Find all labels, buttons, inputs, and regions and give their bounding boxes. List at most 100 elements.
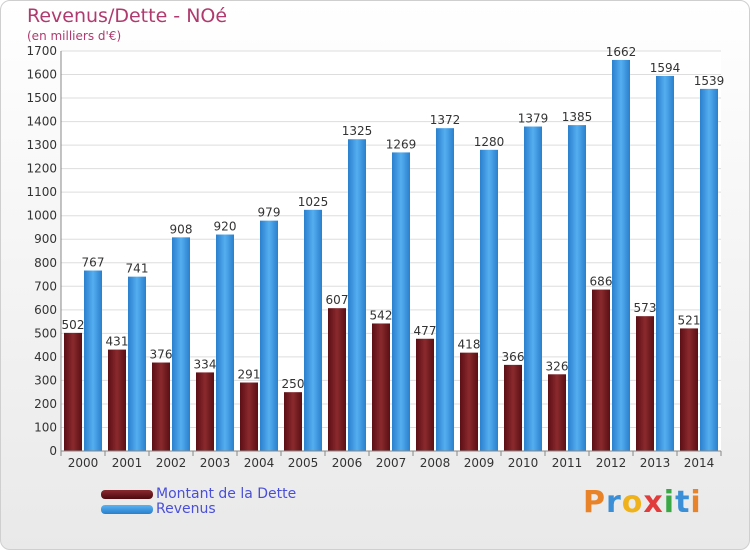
debt-value-label: 607 — [326, 293, 349, 307]
legend-swatch-debt — [101, 490, 153, 499]
logo-letter: P — [583, 485, 606, 520]
plot-area — [61, 51, 721, 451]
y-tick-label: 600 — [34, 303, 57, 317]
x-tick-label: 2010 — [508, 456, 539, 470]
debt-bar — [372, 323, 390, 451]
revenue-bar — [436, 128, 454, 452]
logo-letter: o — [621, 485, 644, 520]
revenue-bar — [128, 276, 146, 451]
debt-value-label: 334 — [194, 357, 217, 371]
x-tick-label: 2005 — [288, 456, 319, 470]
debt-bar — [152, 362, 170, 451]
revenue-bar — [216, 234, 234, 451]
y-tick-label: 500 — [34, 326, 57, 340]
revenue-value-label: 979 — [258, 206, 281, 220]
x-tick-label: 2008 — [420, 456, 451, 470]
revenue-bar — [656, 75, 674, 452]
revenue-bar — [480, 149, 498, 451]
revenue-value-label: 741 — [126, 262, 149, 276]
revenue-bar — [84, 270, 102, 451]
y-tick-label: 700 — [34, 279, 57, 293]
y-tick-label: 800 — [34, 256, 57, 270]
debt-bar — [328, 308, 346, 451]
debt-value-label: 291 — [238, 368, 261, 382]
revenue-bar — [700, 88, 718, 451]
revenue-bar — [172, 237, 190, 451]
y-tick-label: 1000 — [26, 209, 57, 223]
y-tick-label: 1500 — [26, 91, 57, 105]
debt-bar — [196, 372, 214, 451]
revenue-value-label: 1594 — [650, 61, 681, 75]
revenue-value-label: 767 — [82, 256, 105, 270]
debt-value-label: 431 — [106, 335, 129, 349]
debt-value-label: 573 — [634, 301, 657, 315]
revenue-value-label: 1025 — [298, 195, 329, 209]
debt-bar — [416, 338, 434, 451]
revenue-value-label: 1385 — [562, 110, 593, 124]
y-tick-label: 1300 — [26, 138, 57, 152]
logo-letter: i — [663, 485, 676, 520]
revenue-bar — [260, 220, 278, 451]
y-tick-label: 300 — [34, 373, 57, 387]
revenue-value-label: 1662 — [606, 45, 637, 59]
debt-value-label: 418 — [458, 338, 481, 352]
debt-bar — [108, 349, 126, 451]
x-tick-label: 2001 — [112, 456, 143, 470]
revenue-bar — [392, 152, 410, 452]
debt-value-label: 686 — [590, 275, 613, 289]
debt-value-label: 477 — [414, 324, 437, 338]
debt-value-label: 250 — [282, 377, 305, 391]
y-tick-label: 1100 — [26, 185, 57, 199]
legend-swatch-revenue — [101, 505, 153, 514]
revenue-value-label: 908 — [170, 222, 193, 236]
x-tick-label: 2002 — [156, 456, 187, 470]
revenue-value-label: 1539 — [694, 74, 725, 88]
logo-letter: t — [675, 485, 691, 520]
y-tick-label: 200 — [34, 397, 57, 411]
debt-value-label: 542 — [370, 308, 393, 322]
x-tick-label: 2013 — [640, 456, 671, 470]
x-tick-label: 2012 — [596, 456, 627, 470]
logo-letter: i — [690, 485, 702, 520]
proxiti-logo: Proxiti — [583, 485, 702, 520]
revenue-bar — [304, 209, 322, 451]
debt-value-label: 521 — [678, 313, 701, 327]
x-tick-label: 2006 — [332, 456, 363, 470]
debt-value-label: 326 — [546, 359, 569, 373]
debt-bar — [64, 332, 82, 451]
y-tick-label: 1700 — [26, 44, 57, 58]
revenue-bar — [612, 59, 630, 452]
debt-bar — [284, 392, 302, 451]
y-tick-label: 0 — [49, 444, 57, 458]
logo-letter: r — [606, 485, 622, 520]
x-tick-label: 2009 — [464, 456, 495, 470]
legend-label-debt: Montant de la Dette — [156, 486, 297, 502]
chart-title: Revenus/Dette - NOé — [27, 5, 228, 27]
logo-letter: x — [643, 485, 664, 520]
revenue-value-label: 1280 — [474, 135, 505, 149]
revenue-bar — [568, 125, 586, 451]
x-tick-label: 2007 — [376, 456, 407, 470]
y-tick-label: 400 — [34, 350, 57, 364]
revenue-value-label: 1372 — [430, 113, 461, 127]
x-tick-label: 2014 — [684, 456, 715, 470]
y-tick-label: 100 — [34, 420, 57, 434]
debt-value-label: 502 — [62, 318, 85, 332]
chart-subtitle: (en milliers d'€) — [27, 29, 122, 43]
debt-bar — [240, 382, 258, 451]
x-tick-label: 2011 — [552, 456, 583, 470]
legend-label-revenue: Revenus — [156, 501, 216, 517]
debt-value-label: 376 — [150, 348, 173, 362]
revenue-value-label: 1269 — [386, 137, 417, 151]
x-tick-label: 2003 — [200, 456, 231, 470]
revenue-value-label: 920 — [214, 220, 237, 234]
x-tick-label: 2004 — [244, 456, 275, 470]
y-tick-label: 1600 — [26, 68, 57, 82]
debt-bar — [460, 352, 478, 451]
y-tick-label: 1400 — [26, 115, 57, 129]
x-tick-label: 2000 — [68, 456, 99, 470]
y-tick-label: 900 — [34, 232, 57, 246]
debt-bar — [548, 374, 566, 451]
revenue-bar — [348, 139, 366, 451]
